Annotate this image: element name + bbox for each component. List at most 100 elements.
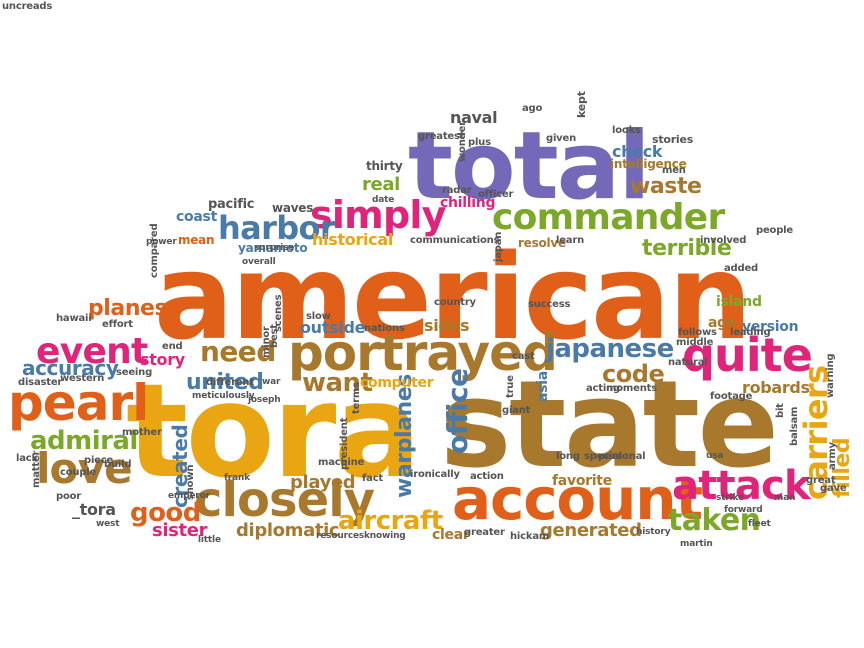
word-coast-58: coast (176, 209, 217, 225)
word-harbor-13: harbor (218, 209, 336, 247)
word-lack-139: lack (16, 453, 38, 464)
word-man-89: man (774, 493, 796, 503)
word-mother-138: mother (122, 427, 162, 438)
word-frank-73: frank (224, 473, 250, 483)
word-follows-112: follows (678, 327, 717, 338)
word-shown-145: shown (185, 464, 196, 500)
word-involved-116: involved (700, 235, 747, 246)
word-clear-53: clear (432, 527, 470, 543)
word-stories-62: stories (652, 133, 694, 146)
word-build-142: build (104, 459, 132, 470)
word-given-128: given (546, 133, 577, 144)
word-acting-94: acting (586, 383, 620, 394)
word-waves-61: waves (272, 201, 314, 215)
word-good-26: good (130, 498, 201, 528)
word-tora-52: _tora (72, 500, 116, 519)
word-historical-38: historical (312, 230, 393, 249)
word-tora-1: tora (126, 355, 422, 507)
word-attack-10: attack (672, 463, 811, 509)
word-looks-131: looks (612, 125, 641, 136)
word-added-115: added (724, 263, 759, 274)
word-knowing-78: knowing (364, 531, 406, 541)
word-forward-87: forward (724, 505, 763, 515)
word-accuracy-18: accuracy (22, 356, 119, 380)
word-special-93: special (584, 451, 623, 462)
word-quite-8: quite (682, 328, 813, 382)
word-warning-134: warning (825, 353, 836, 398)
word-terms-104: terms (351, 382, 362, 414)
word-ago-130: ago (522, 103, 543, 114)
word-chilling-43: chilling (440, 195, 496, 211)
word-resources-77: resources (316, 531, 365, 541)
word-pearl-9: pearl (8, 374, 149, 432)
word-commander-7: commander (492, 197, 725, 238)
word-men-132: men (662, 165, 686, 176)
word-state-2: state (440, 356, 779, 495)
word-intelligence-42: intelligence (610, 157, 687, 171)
word-overall-119: overall (242, 257, 276, 267)
word-president-146: president (339, 417, 350, 470)
word-hawaii-67: hawaii (56, 313, 92, 324)
word-effort-68: effort (102, 319, 133, 330)
word-office-24: office (441, 368, 474, 454)
word-country-110: country (434, 297, 476, 308)
word-seeing-65: seeing (116, 367, 153, 378)
word-japanese-15: japanese (546, 334, 674, 364)
word-couple-140: couple (60, 467, 97, 478)
word-middle-113: middle (676, 337, 714, 348)
word-account-4: account (452, 465, 703, 533)
word-best-109: best (269, 324, 280, 348)
word-kept-129: kept (575, 91, 588, 118)
word-outside-47: outside (300, 318, 366, 337)
word-code-21: code (602, 360, 665, 388)
word-closely-6: closely (194, 472, 375, 528)
word-generated-33: generated (540, 520, 642, 541)
word-long-92: long (556, 451, 580, 462)
word-age-49: age (708, 315, 737, 331)
word-admiral-17: admiral (30, 426, 138, 456)
word-officer-124: officer (478, 189, 514, 200)
word-personal-91: personal (598, 451, 646, 462)
word-portrayed-5: portrayed (288, 324, 558, 382)
word-greatest-126: greatest (418, 131, 465, 142)
word-played-37: played (290, 472, 356, 493)
word-different-69: different (206, 377, 254, 388)
word-compared-137: compared (149, 223, 160, 278)
word-simply-12: simply (310, 193, 446, 237)
word-sister-35: sister (152, 520, 208, 541)
word-event-14: event (36, 331, 148, 372)
word-true-98: true (505, 375, 516, 398)
word-natural-97: natural (668, 357, 708, 368)
word-planes-31: planes (88, 296, 168, 321)
word-story-46: story (140, 350, 185, 369)
word-bit-135: bit (775, 403, 786, 418)
word-fact-100: fact (362, 473, 384, 484)
word-west-75: west (96, 519, 120, 529)
word-cast-148: cast (512, 351, 535, 362)
word-martin-82: martin (680, 539, 713, 549)
word-great-86: great (806, 475, 836, 486)
word-surprise-120: surprise (254, 243, 295, 253)
word-thirty-60: thirty (366, 159, 403, 173)
word-gave-85: gave (820, 483, 847, 494)
word-war-72: war (262, 377, 281, 387)
word-pacific-57: pacific (208, 197, 255, 212)
word-emperor-74: emperor (168, 491, 210, 501)
word-power-121: power (146, 237, 177, 247)
word-version-45: version (742, 319, 799, 335)
word-slow-105: slow (306, 311, 331, 322)
word-want-20: want (302, 368, 373, 398)
word-plus-127: plus (468, 137, 491, 148)
word-taken-22: taken (668, 503, 761, 538)
word-waste-28: waste (630, 174, 702, 199)
word-robards-32: robards (742, 378, 810, 397)
word-western-63: western (60, 373, 105, 384)
word-usa-90: usa (706, 451, 724, 461)
word-moments-95: moments (606, 383, 657, 394)
word-united-19: united (186, 370, 264, 395)
word-footage-96: footage (710, 391, 753, 402)
word-mean-55: mean (178, 233, 215, 247)
word-check-41: check (612, 142, 663, 161)
word-balsam-136: balsam (789, 406, 800, 446)
word-little-76: little (198, 535, 221, 545)
